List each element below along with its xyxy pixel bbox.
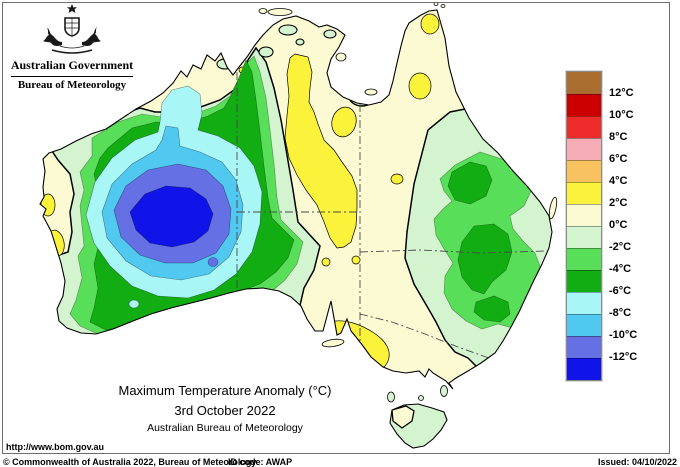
island [548,196,558,220]
island [364,88,378,96]
footer-url: http://www.bom.gov.au [6,442,104,452]
island [258,8,268,14]
legend-label: -4°C [609,263,632,275]
legend-label: 4°C [609,175,628,187]
state-borders [236,72,548,363]
legend-swatch-pink [567,138,601,160]
map-border-frame [2,2,670,454]
tasmania-cream-region [391,405,415,429]
legend-swatch-red [567,116,601,138]
island [267,8,293,16]
footer-copyright: © Commonwealth of Australia 2022, Bureau… [3,457,257,467]
legend-swatch-blue [567,358,601,380]
legend-colorbar: 12°C 10°C 8°C 6°C 4°C 2°C 0°C -2°C -4°C -6°C -8°C -… [566,71,637,381]
island [440,4,446,8]
map-date: 3rd October 2022 [174,403,276,418]
footer-id-code: ID code: AWAP [228,457,293,467]
legend-label: -10°C [609,329,638,341]
island [387,391,395,403]
legend-swatch-green_pale [567,226,601,248]
legend-label: -12°C [609,351,638,363]
legend-label: 8°C [609,131,628,143]
header-divider [11,76,133,77]
legend-swatch-green_mid [567,248,601,270]
anomaly-east-dark-green-blobs [447,161,513,323]
legend-label: 0°C [609,219,628,231]
government-header: Australian Government Bureau of Meteorol… [8,4,136,91]
map-title-block: Maximum Temperature Anomaly (°C) 3rd Oct… [60,383,390,434]
legend-swatch-cream [567,204,601,226]
legend-label: 2°C [609,197,628,209]
map-org: Australian Bureau of Meteorology [147,422,303,434]
tasmania [389,403,448,449]
legend-label: 12°C [609,87,634,99]
legend-swatch-orange [567,160,601,182]
legend-label: -8°C [609,307,632,319]
bureau-title: Bureau of Meteorology [17,79,127,91]
government-title: Australian Government [10,58,134,72]
legend-swatch-red_dark [567,94,601,116]
islands [258,2,558,403]
legend-label: -6°C [609,285,632,297]
legend-swatch-brown [567,72,601,94]
footer-bar: © Commonwealth of Australia 2022, Bureau… [0,457,680,467]
legend-swatch-cyan [567,314,601,336]
anomaly-periwinkle-spot [207,257,219,267]
island [440,385,448,397]
legend-swatch-green_dark [567,270,601,292]
legend-label: 6°C [609,153,628,165]
island [418,395,424,401]
legend-label: -2°C [609,241,632,253]
island [335,52,347,62]
coat-of-arms-icon [43,4,101,54]
legend-swatch-blue_mid [567,336,601,358]
anomaly-pale-cyan-spot [128,299,140,309]
footer-issued-date: Issued: 04/10/2022 [597,457,677,467]
legend-swatch-yellow [567,182,601,204]
island [321,338,345,348]
legend-swatch-cyan_pale [567,292,601,314]
anomaly-region-blue-core [129,185,214,248]
map-title: Maximum Temperature Anomaly (°C) [118,383,332,398]
legend-label: 10°C [609,109,634,121]
coastline-mainland [39,9,553,390]
